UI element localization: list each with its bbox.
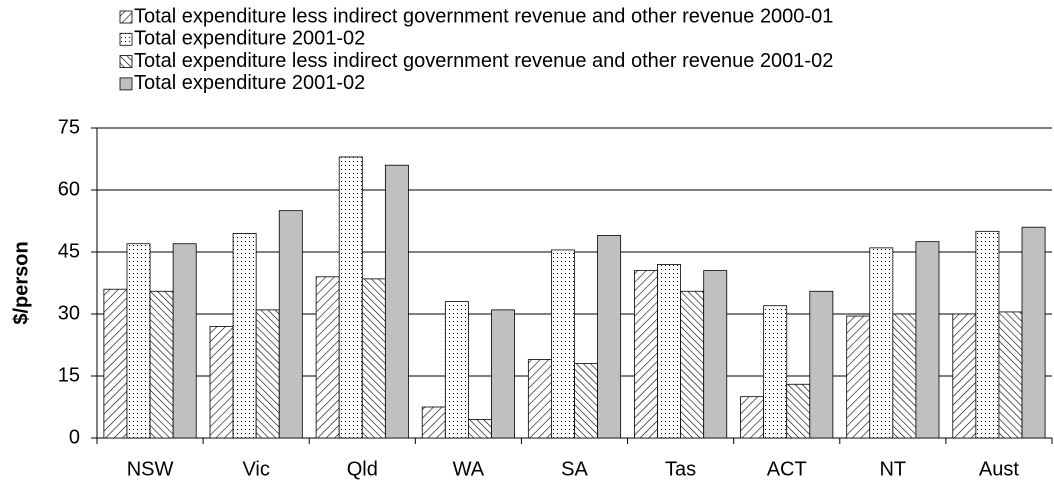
x-tick-label: WA — [453, 458, 485, 480]
bar — [172, 243, 197, 439]
bar — [846, 315, 871, 439]
bar — [763, 305, 788, 439]
x-tick-label: NSW — [127, 458, 174, 480]
bar — [421, 406, 446, 439]
bar — [126, 243, 151, 439]
bar — [915, 241, 940, 439]
legend-swatch — [119, 77, 133, 91]
bar — [361, 278, 386, 439]
y-axis-label: $/person — [10, 241, 32, 324]
bar — [574, 363, 598, 439]
bar — [703, 270, 728, 439]
bar — [1021, 226, 1046, 439]
bar — [892, 313, 917, 439]
x-tick-label: Qld — [347, 458, 378, 480]
bar — [255, 309, 280, 439]
bar — [149, 290, 174, 439]
bar — [232, 232, 257, 439]
bar — [278, 210, 303, 439]
bar — [315, 276, 340, 439]
legend-label: Total expenditure 2001-02 — [134, 72, 365, 94]
y-tick-label: 75 — [58, 116, 80, 138]
bar — [809, 290, 834, 439]
legend-swatch — [119, 55, 133, 68]
bar — [657, 263, 682, 439]
legend-label: Total expenditure less indirect governme… — [134, 50, 833, 72]
x-tick-label: Tas — [665, 458, 696, 480]
x-tick-label: NT — [879, 458, 906, 480]
x-tick-label: ACT — [767, 458, 807, 480]
x-tick-label: SA — [561, 458, 588, 480]
bar — [597, 235, 622, 439]
bar — [384, 164, 409, 439]
bar — [338, 156, 363, 439]
bar — [786, 383, 811, 439]
x-tick-label: Aust — [979, 458, 1019, 480]
bar — [952, 313, 977, 439]
bar — [551, 249, 575, 439]
legend-swatch — [119, 32, 133, 46]
y-tick-label: 30 — [58, 302, 80, 324]
bar — [209, 325, 234, 439]
x-tick-label: Vic — [242, 458, 269, 480]
y-tick-label: 0 — [69, 426, 80, 448]
bar — [467, 418, 492, 439]
y-tick-label: 15 — [58, 364, 80, 386]
bar — [634, 270, 658, 439]
y-tick-label: 45 — [58, 240, 80, 262]
bar — [998, 311, 1023, 439]
bar — [680, 290, 705, 439]
legend-swatch — [119, 10, 133, 24]
bar — [444, 301, 469, 439]
bar — [740, 396, 765, 439]
bar — [491, 309, 515, 439]
legend-label: Total expenditure 2001-02 — [134, 28, 365, 50]
bar — [869, 247, 894, 439]
legend-label: Total expenditure less indirect governme… — [134, 5, 833, 27]
bar — [975, 230, 1000, 439]
bar — [103, 288, 128, 439]
bar — [527, 359, 552, 439]
y-tick-label: 60 — [58, 178, 80, 200]
